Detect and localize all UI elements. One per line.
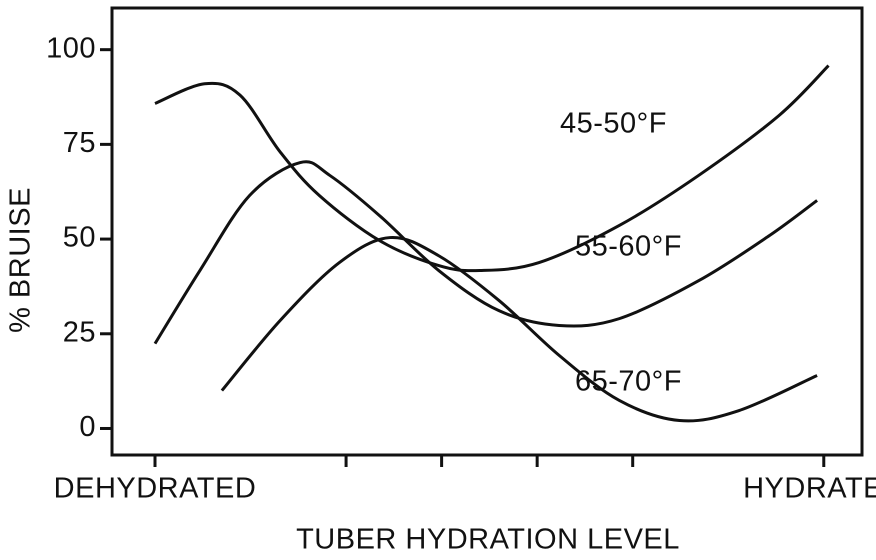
line-series — [220, 236, 818, 423]
x-tick-label: HYDRATED — [743, 473, 876, 505]
line-series — [154, 64, 830, 273]
plot-frame — [110, 6, 864, 457]
y-tick-label: 75 — [63, 127, 96, 159]
y-tick-label: 50 — [63, 222, 96, 254]
series-label: 45-50°F — [560, 108, 667, 140]
y-axis-title: % BRUISE — [5, 187, 37, 333]
x-axis-title: TUBER HYDRATION LEVEL — [296, 524, 680, 556]
series-label: 55-60°F — [575, 231, 682, 263]
y-tick-label: 0 — [79, 411, 96, 443]
x-tick-label: DEHYDRATED — [54, 473, 257, 505]
series-label: 65-70°F — [575, 366, 682, 398]
y-tick-label: 25 — [63, 316, 96, 348]
line-series — [153, 160, 818, 345]
y-tick-label: 100 — [46, 32, 96, 64]
